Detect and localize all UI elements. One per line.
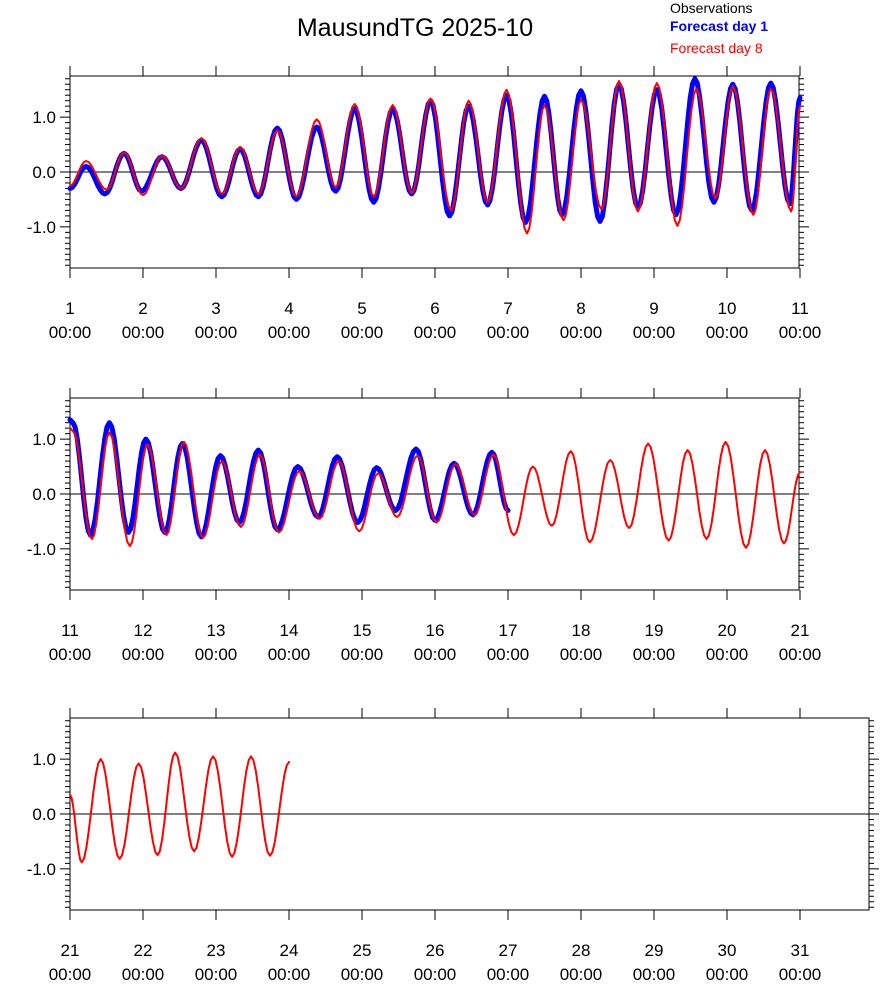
panel-1: -1.0 0.0 1.0 1 00:00 2 00:00 3 00:00 4 00:00 5 00:00…: [27, 66, 822, 342]
x-tick-label-day: 20: [718, 621, 737, 640]
legend-observations: Observations: [670, 0, 753, 16]
y-tick-label: 1.0: [32, 750, 56, 769]
x-tick-label-time: 00:00: [122, 645, 165, 664]
x-tick-label-day: 3: [211, 299, 220, 318]
x-tick-label-day: 2: [138, 299, 147, 318]
panel-3: -1.0 0.0 1.0 21 00:00 22 00:00 23 00:00 24 00:00 25…: [27, 708, 879, 984]
x-tick-label-day: 21: [61, 941, 80, 960]
x-tick-label-time: 00:00: [49, 323, 92, 342]
x-tick-label-time: 00:00: [779, 645, 822, 664]
x-tick-label-day: 22: [134, 941, 153, 960]
x-tick-label-day: 9: [649, 299, 658, 318]
x-tick-label-time: 00:00: [633, 645, 676, 664]
x-tick-label-time: 00:00: [414, 323, 457, 342]
x-tick-label-time: 00:00: [487, 323, 530, 342]
legend-forecast-day-1: Forecast day 1: [670, 18, 769, 34]
x-tick-label-time: 00:00: [414, 645, 457, 664]
x-tick-label-time: 00:00: [268, 645, 311, 664]
x-tick-label-time: 00:00: [122, 323, 165, 342]
x-tick-label-time: 00:00: [49, 965, 92, 984]
x-tick-label-time: 00:00: [560, 323, 603, 342]
series-forecast-day-8-line: [69, 751, 290, 864]
series-forecast-day-8-line: [69, 427, 801, 549]
x-tick-label-day: 16: [426, 621, 445, 640]
x-tick-label-day: 11: [791, 299, 809, 318]
x-tick-label-day: 23: [207, 941, 226, 960]
x-tick-label-day: 15: [353, 621, 372, 640]
x-tick-label-time: 00:00: [779, 965, 822, 984]
x-tick-label-time: 00:00: [560, 645, 603, 664]
x-tick-label-time: 00:00: [706, 645, 749, 664]
y-tick-label: 0.0: [32, 485, 56, 504]
x-tick-label-day: 12: [134, 621, 153, 640]
series-forecast-day-1-line: [67, 76, 803, 225]
x-tick-label-time: 00:00: [341, 965, 384, 984]
y-tick-label: -1.0: [27, 218, 56, 237]
x-tick-label-day: 31: [791, 941, 810, 960]
x-tick-label-day: 25: [353, 941, 372, 960]
x-tick-label-time: 00:00: [779, 323, 822, 342]
x-tick-label-day: 19: [645, 621, 664, 640]
x-tick-label-time: 00:00: [268, 323, 311, 342]
x-tick-label-day: 5: [357, 299, 366, 318]
x-tick-label-time: 00:00: [706, 965, 749, 984]
x-tick-label-day: 14: [280, 621, 299, 640]
x-tick-label-day: 30: [718, 941, 737, 960]
legend-forecast-day-8: Forecast day 8: [670, 40, 763, 56]
series-forecast-day-8-line: [69, 79, 801, 235]
x-tick-label-time: 00:00: [195, 965, 238, 984]
x-tick-label-day: 8: [576, 299, 585, 318]
x-tick-label-day: 6: [430, 299, 439, 318]
x-tick-label-day: 17: [499, 621, 518, 640]
x-tick-label-time: 00:00: [487, 645, 530, 664]
y-tick-label: 0.0: [32, 805, 56, 824]
x-tick-label-day: 26: [426, 941, 445, 960]
x-tick-label-day: 7: [503, 299, 512, 318]
chart-title: MausundTG 2025-10: [296, 14, 534, 42]
x-tick-label-time: 00:00: [706, 323, 749, 342]
panel-2: -1.0 0.0 1.0 11 00:00 12 00:00 13 00:00 14 00:00 15…: [27, 388, 822, 664]
x-tick-label-time: 00:00: [195, 323, 238, 342]
x-tick-label-time: 00:00: [341, 323, 384, 342]
x-tick-label-day: 28: [572, 941, 591, 960]
x-tick-label-time: 00:00: [633, 965, 676, 984]
x-tick-label-time: 00:00: [122, 965, 165, 984]
x-tick-label-day: 4: [284, 299, 293, 318]
x-tick-label-day: 27: [499, 941, 518, 960]
x-tick-label-time: 00:00: [487, 965, 530, 984]
x-tick-label-day: 18: [572, 621, 591, 640]
x-tick-label-day: 24: [280, 941, 299, 960]
x-tick-label-time: 00:00: [49, 645, 92, 664]
x-tick-label-time: 00:00: [195, 645, 238, 664]
x-tick-label-time: 00:00: [560, 965, 603, 984]
x-tick-label-time: 00:00: [268, 965, 311, 984]
x-tick-label-time: 00:00: [341, 645, 384, 664]
x-tick-label-time: 00:00: [414, 965, 457, 984]
y-tick-label: -1.0: [27, 860, 56, 879]
x-tick-label-day: 21: [791, 621, 810, 640]
x-tick-label-day: 1: [65, 299, 74, 318]
x-tick-label-time: 00:00: [633, 323, 676, 342]
y-tick-label: -1.0: [27, 540, 56, 559]
x-tick-label-day: 10: [718, 299, 737, 318]
y-tick-label: 1.0: [32, 430, 56, 449]
x-tick-label-day: 13: [207, 621, 226, 640]
x-tick-label-day: 29: [645, 941, 664, 960]
y-tick-label: 0.0: [32, 163, 56, 182]
x-tick-label-day: 11: [61, 621, 79, 640]
y-tick-label: 1.0: [32, 108, 56, 127]
